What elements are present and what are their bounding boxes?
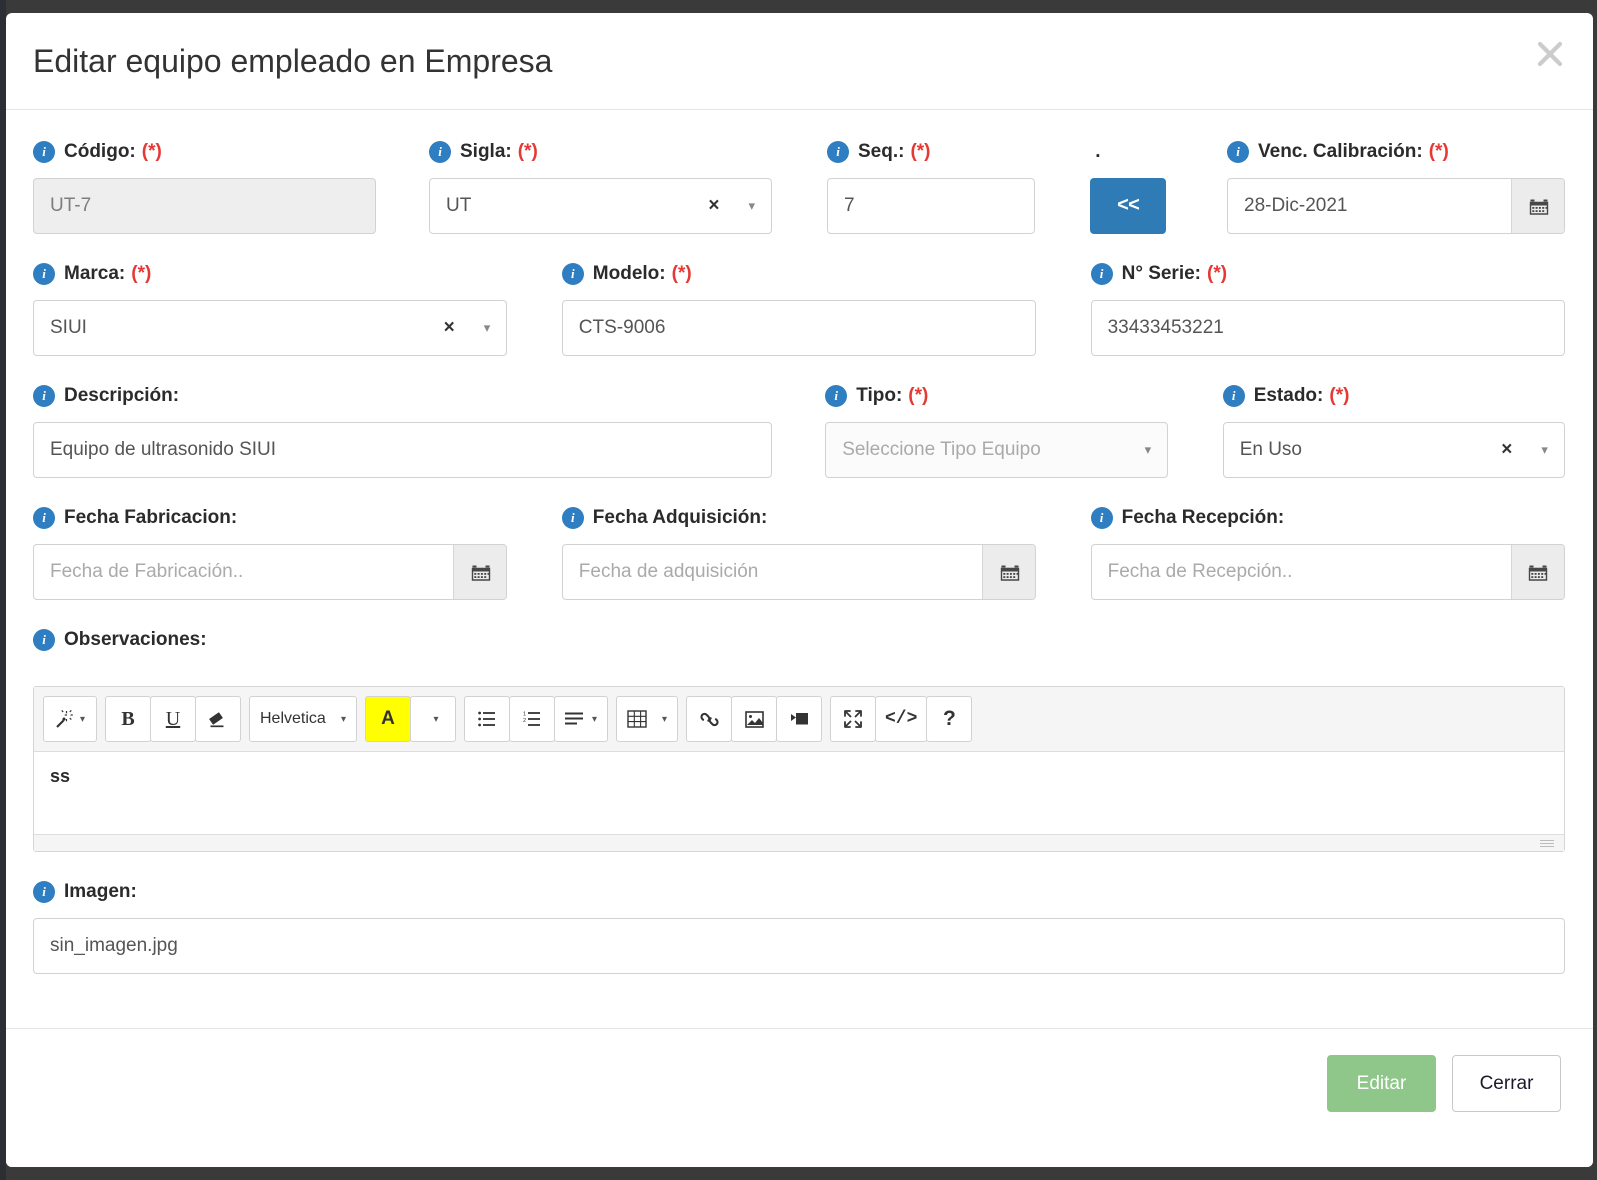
svg-text:2: 2	[523, 718, 526, 724]
svg-text:1: 1	[523, 712, 526, 718]
